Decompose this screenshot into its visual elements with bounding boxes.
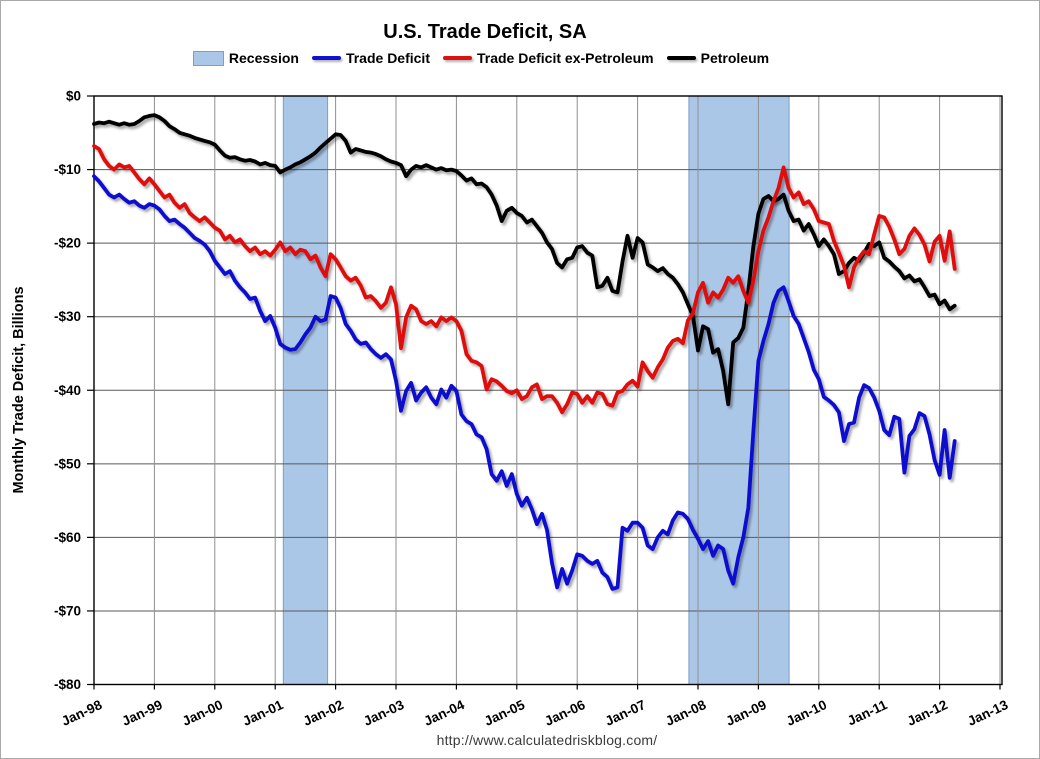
plot-area: $0 -$10 -$20 -$30 -$40 -$50 -$60 -$70 -$80 Jan-98… — [54, 89, 1011, 729]
ex-petroleum-line-icon — [442, 55, 472, 61]
plot-border — [93, 95, 1003, 686]
y-tick-label: $0 — [66, 89, 81, 104]
x-tick-label: Jan-01 — [240, 697, 286, 729]
y-tick-label: -$50 — [54, 456, 81, 471]
recession-swatch-icon — [192, 50, 224, 66]
y-tick-label: -$80 — [54, 677, 81, 692]
y-tick-label: -$60 — [54, 530, 81, 545]
x-tick-label: Jan-03 — [361, 697, 407, 729]
y-tick-label: -$30 — [54, 309, 81, 324]
legend: Recession Trade Deficit Trade Deficit ex… — [1, 50, 961, 66]
series-line-petroleum — [92, 113, 957, 407]
series-line-trade-deficit — [92, 174, 957, 591]
x-tick-label: Jan-11 — [845, 697, 890, 729]
legend-label-trade-deficit: Trade Deficit — [345, 50, 430, 66]
chart-title: U.S. Trade Deficit, SA — [383, 21, 586, 43]
x-tick-label: Jan-02 — [301, 697, 346, 729]
x-tick-label: Jan-09 — [724, 697, 769, 729]
legend-label-ex-petroleum: Trade Deficit ex-Petroleum — [476, 50, 654, 66]
legend-label-petroleum: Petroleum — [700, 50, 770, 66]
series-line-trade-deficit-ex-petroleum — [92, 144, 957, 415]
x-tick-label: Jan-12 — [905, 697, 950, 729]
legend-item-ex-petroleum: Trade Deficit ex-Petroleum — [442, 50, 654, 66]
x-tick-label: Jan-99 — [120, 697, 165, 729]
legend-item-recession: Recession — [192, 50, 299, 66]
trade-deficit-line-icon — [311, 55, 341, 61]
x-tick-label: Jan-04 — [422, 697, 468, 729]
y-axis-title: Monthly Trade Deficit, Billions — [11, 286, 27, 493]
x-tick-label: Jan-98 — [59, 697, 105, 729]
x-tick-label: Jan-08 — [663, 697, 709, 729]
x-tick-label: Jan-00 — [180, 697, 225, 729]
x-tick-label: Jan-05 — [482, 697, 528, 729]
y-tick-label: -$10 — [54, 162, 81, 177]
x-tick-label: Jan-06 — [542, 697, 588, 729]
x-tick-label: Jan-13 — [965, 697, 1011, 729]
legend-item-petroleum: Petroleum — [666, 50, 770, 66]
y-tick-label: -$20 — [54, 236, 81, 251]
legend-label-recession: Recession — [228, 50, 299, 66]
x-tick-label: Jan-10 — [784, 697, 829, 729]
y-tick-label: -$40 — [54, 383, 81, 398]
x-tick-label: Jan-07 — [603, 697, 648, 729]
legend-item-trade-deficit: Trade Deficit — [311, 50, 430, 66]
footer-url: http://www.calculatedriskblog.com/ — [436, 732, 658, 748]
y-tick-label: -$70 — [54, 603, 81, 618]
petroleum-line-icon — [666, 55, 696, 61]
